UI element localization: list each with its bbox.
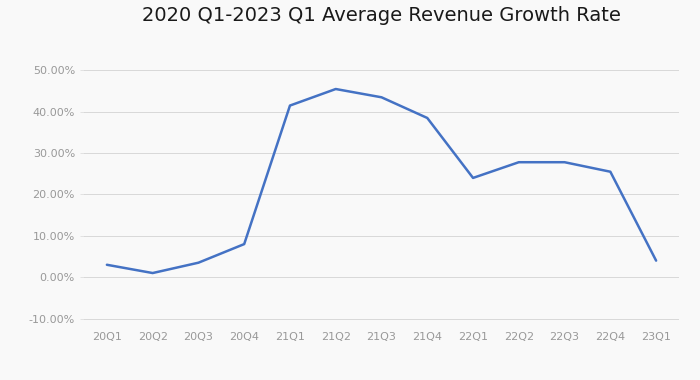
Title: 2020 Q1-2023 Q1 Average Revenue Growth Rate: 2020 Q1-2023 Q1 Average Revenue Growth R… xyxy=(142,6,621,25)
